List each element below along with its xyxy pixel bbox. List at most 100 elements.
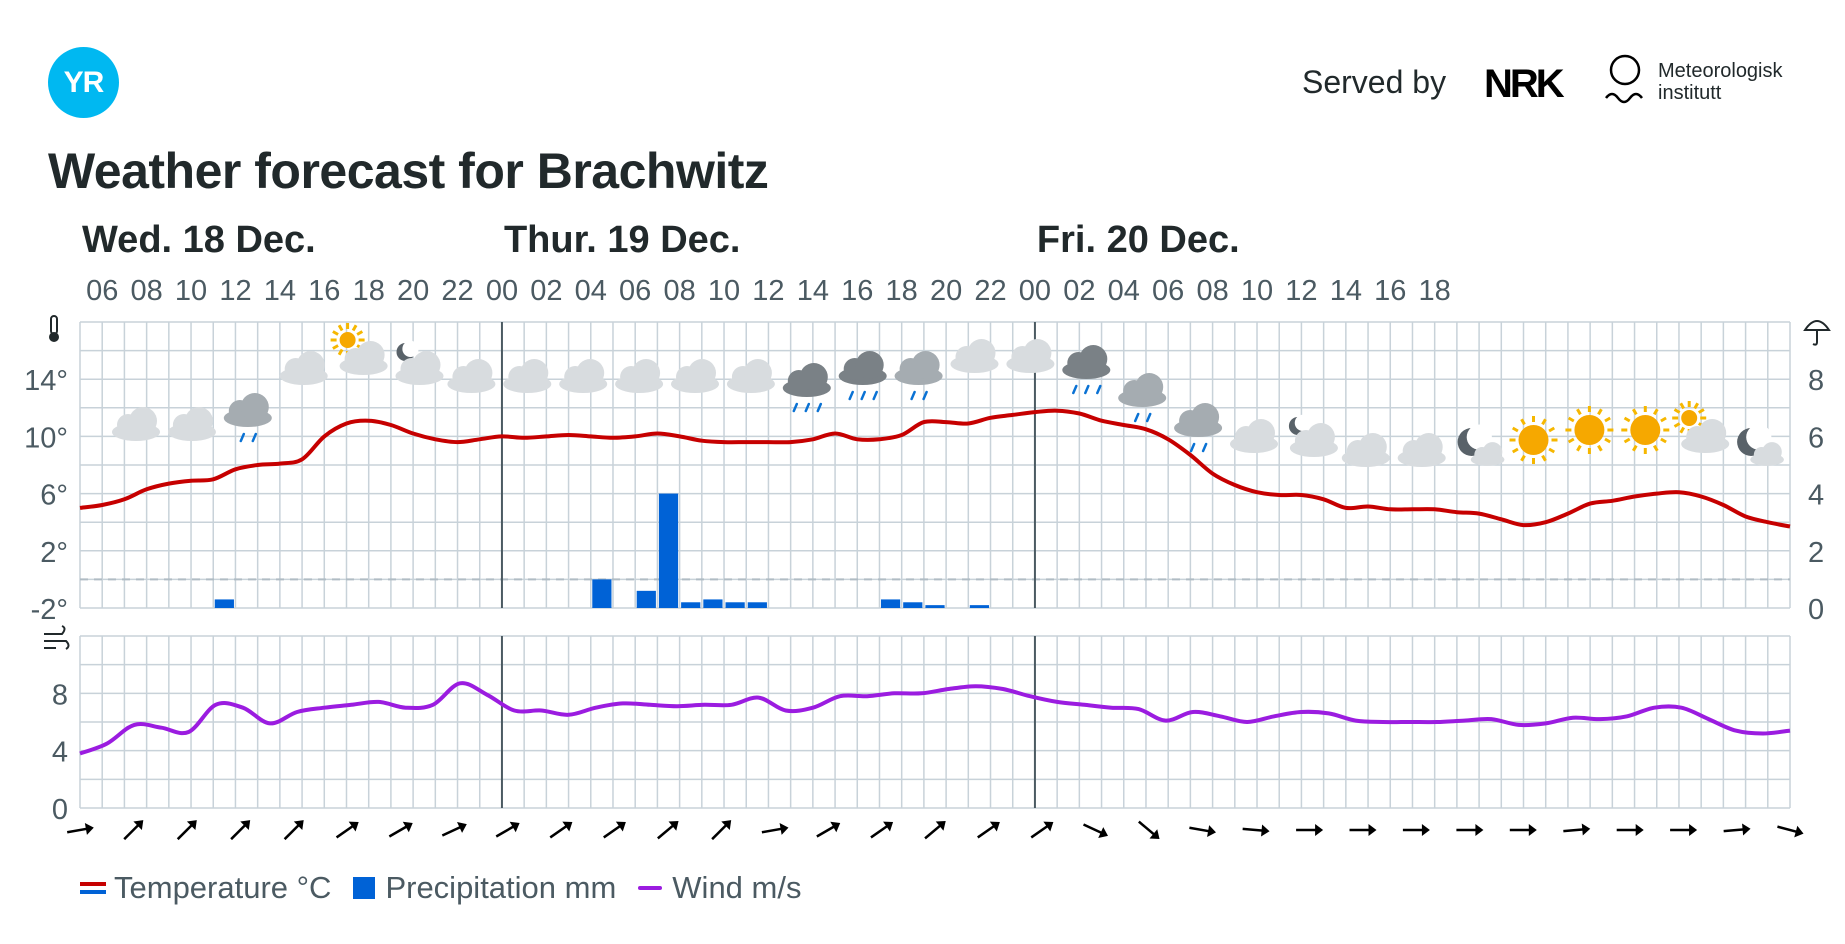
weather-cloudy-night-icon bbox=[1288, 414, 1338, 457]
precipitation-tick-label: 8 bbox=[1808, 365, 1824, 397]
arrow-shaft bbox=[1723, 827, 1746, 833]
wind-direction-arrow bbox=[977, 821, 1000, 839]
wind-direction-arrow bbox=[283, 820, 304, 841]
wind-direction-arrow bbox=[1670, 824, 1698, 836]
hour-tick-label: 04 bbox=[575, 275, 607, 307]
arrow-head bbox=[186, 820, 197, 830]
moon-cutout bbox=[1294, 414, 1311, 431]
hour-tick-label: 00 bbox=[486, 275, 518, 307]
arrow-shaft bbox=[761, 827, 784, 834]
arrow-shaft bbox=[283, 822, 302, 841]
wind-direction-arrow bbox=[1138, 820, 1160, 839]
cloud-puff bbox=[464, 359, 493, 387]
sun-ray bbox=[1653, 408, 1659, 416]
arrow-shaft bbox=[230, 822, 248, 841]
cloud-puff bbox=[129, 407, 157, 435]
yr-logo[interactable]: YR bbox=[48, 47, 119, 118]
wind-direction-arrow bbox=[335, 821, 359, 839]
weather-rain-icon bbox=[1174, 403, 1223, 453]
hour-tick-label: 12 bbox=[752, 275, 784, 307]
temperature-tick-label: 2° bbox=[40, 537, 68, 569]
sun-disc bbox=[1681, 410, 1698, 426]
arrow-head bbox=[1742, 823, 1751, 836]
weather-cloudy-icon bbox=[950, 339, 999, 373]
rain-drop bbox=[1084, 384, 1090, 395]
arrow-head bbox=[1261, 824, 1270, 837]
arrow-head bbox=[293, 820, 304, 830]
weather-partly-cloudy-sun-icon bbox=[1672, 401, 1730, 453]
hour-tick-label: 02 bbox=[530, 275, 562, 307]
hour-tick-label: 18 bbox=[1419, 275, 1451, 307]
wind-direction-arrow bbox=[924, 821, 946, 840]
weather-cloudy-icon bbox=[279, 351, 328, 385]
wind-direction-arrow bbox=[1349, 824, 1377, 836]
arrow-head bbox=[1043, 821, 1054, 832]
sun-ray bbox=[1541, 454, 1547, 462]
rain-drop bbox=[239, 432, 246, 443]
page-title: Weather forecast for Brachwitz bbox=[48, 143, 769, 199]
cloud-puff bbox=[967, 339, 996, 367]
legend-temperature[interactable]: Temperature °C bbox=[80, 870, 331, 906]
sun-ray bbox=[1541, 418, 1547, 426]
weather-clear-night-icon bbox=[1737, 424, 1784, 466]
rain-drop bbox=[1096, 384, 1102, 395]
precipitation-bar bbox=[747, 602, 767, 608]
hour-tick-label: 20 bbox=[930, 275, 962, 307]
umbrella-icon bbox=[1803, 320, 1831, 346]
arrow-shaft bbox=[388, 824, 410, 838]
sun-disc bbox=[339, 332, 356, 348]
cloud-puff bbox=[520, 359, 549, 387]
arrow-shaft bbox=[924, 823, 943, 840]
wind-swatch bbox=[638, 886, 663, 890]
sun-ray bbox=[337, 324, 344, 332]
precipitation-swatch bbox=[353, 877, 376, 899]
cloud-puff bbox=[412, 351, 441, 379]
sun-ray bbox=[1679, 402, 1685, 410]
cloud-puff bbox=[1698, 419, 1727, 447]
cloud-puff bbox=[632, 359, 661, 387]
cloud-puff bbox=[799, 363, 828, 391]
arrow-head bbox=[1581, 823, 1591, 836]
arrow-shaft bbox=[1189, 826, 1212, 833]
precipitation-bar bbox=[925, 605, 945, 608]
arrow-shaft bbox=[335, 823, 356, 839]
sun-ray bbox=[356, 330, 364, 336]
sun-ray bbox=[1511, 426, 1519, 433]
wind-direction-arrow bbox=[711, 820, 732, 841]
precipitation-tick-label: 0 bbox=[1808, 594, 1824, 626]
precipitation-bar bbox=[592, 579, 612, 608]
wind-direction-arrow bbox=[603, 821, 626, 839]
day-label: Thur. 19 Dec. bbox=[504, 219, 741, 261]
rain-drop bbox=[872, 390, 878, 401]
weather-rain-icon bbox=[223, 393, 272, 443]
wind-direction-arrow bbox=[1189, 825, 1216, 837]
hour-tick-label: 16 bbox=[841, 275, 873, 307]
wind-direction-arrow bbox=[230, 820, 251, 841]
hour-tick-label: 12 bbox=[1285, 275, 1317, 307]
temperature-tick-label: 14° bbox=[24, 365, 68, 397]
arrow-shaft bbox=[441, 825, 463, 837]
cloud-puff bbox=[1358, 433, 1387, 461]
arrow-head bbox=[348, 821, 359, 832]
sun-ray bbox=[1679, 426, 1685, 434]
arrow-head bbox=[1368, 824, 1377, 836]
weather-cloudy-icon bbox=[1006, 339, 1055, 373]
rain-drop bbox=[1201, 442, 1208, 453]
rain-drop bbox=[804, 402, 811, 413]
legend-wind[interactable]: Wind m/s bbox=[638, 870, 801, 906]
legend-precipitation[interactable]: Precipitation mm bbox=[353, 870, 616, 906]
met-institute-logo[interactable]: Meteorologisk institutt bbox=[1658, 60, 1783, 104]
wind-direction-arrow bbox=[1296, 824, 1324, 836]
rain-drop bbox=[848, 390, 854, 401]
arrow-head bbox=[1098, 827, 1108, 838]
met-institute-icon bbox=[1605, 54, 1643, 104]
sun-ray bbox=[1673, 422, 1681, 428]
weather-cloudy-icon bbox=[167, 407, 216, 441]
nrk-logo[interactable]: NRK bbox=[1484, 62, 1565, 106]
weather-partly-cloudy-sun-icon bbox=[330, 323, 388, 375]
cloud-puff bbox=[296, 351, 325, 379]
arrow-shaft bbox=[176, 822, 195, 841]
weather-rain-icon bbox=[1118, 373, 1167, 423]
sun-ray bbox=[1632, 408, 1638, 416]
